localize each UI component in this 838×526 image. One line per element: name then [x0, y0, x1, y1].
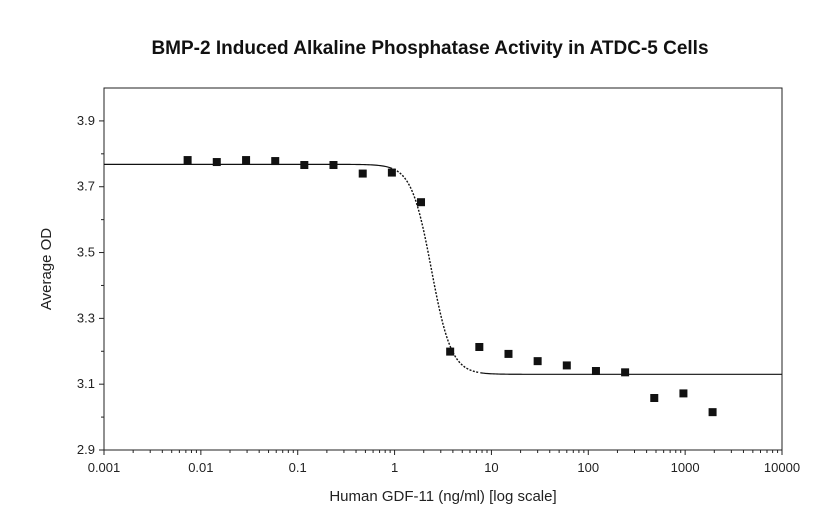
plot-frame: [103, 87, 783, 451]
y-axis-ticks: 2.9 3.1 3.3 3.5 3.7 3.9: [77, 113, 104, 457]
data-point: [533, 357, 542, 366]
data-point: [708, 408, 717, 417]
x-tick-label: 10: [484, 460, 498, 475]
data-point: [650, 394, 659, 403]
fit-curve-transition: [393, 168, 479, 374]
data-point: [271, 157, 280, 166]
x-tick-label: 100: [577, 460, 599, 475]
y-tick-label: 2.9: [77, 442, 95, 457]
x-tick-label: 1000: [671, 460, 700, 475]
fit-curve-lower-plateau: [480, 372, 782, 375]
data-points-layer: [183, 156, 717, 417]
data-point: [679, 389, 688, 398]
x-tick-label: 1: [391, 460, 398, 475]
x-tick-label: 0.1: [289, 460, 307, 475]
y-tick-label: 3.5: [77, 245, 95, 260]
data-point: [562, 361, 571, 370]
x-axis-ticks: 0.001 0.01 0.1 1 10 100 1000 10000: [88, 450, 800, 475]
data-point: [300, 161, 309, 170]
y-tick-label: 3.3: [77, 310, 95, 325]
y-tick-label: 3.9: [77, 113, 95, 128]
data-point: [621, 368, 630, 377]
data-point: [242, 156, 251, 165]
y-tick-label: 3.7: [77, 179, 95, 194]
data-point: [475, 342, 484, 351]
x-axis-title: Human GDF-11 (ng/ml) [log scale]: [329, 488, 556, 505]
data-point: [387, 168, 396, 177]
fit-curve-layer: [104, 163, 782, 375]
data-point: [183, 156, 192, 165]
y-tick-label: 3.1: [77, 376, 95, 391]
x-tick-label: 10000: [764, 460, 800, 475]
x-tick-label: 0.01: [188, 460, 213, 475]
data-point: [329, 161, 338, 170]
chart-title: BMP-2 Induced Alkaline Phosphatase Activ…: [151, 38, 709, 59]
data-point: [504, 349, 513, 358]
data-point: [417, 198, 426, 207]
data-point: [212, 158, 221, 167]
data-point: [591, 367, 600, 376]
data-point: [446, 347, 455, 356]
data-point: [358, 169, 367, 178]
x-tick-label: 0.001: [88, 460, 121, 475]
fit-curve-upper-plateau: [104, 163, 393, 170]
y-axis-title: Average OD: [38, 228, 55, 310]
